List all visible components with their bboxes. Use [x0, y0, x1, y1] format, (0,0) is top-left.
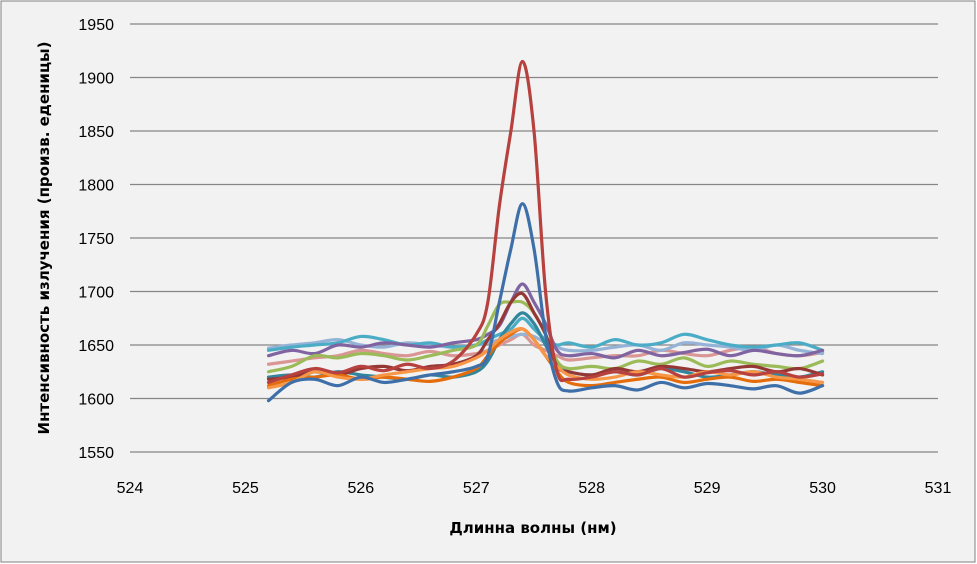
y-tick-label: 1650: [78, 338, 114, 355]
y-tick-label: 1600: [78, 392, 114, 409]
x-tick-label: 525: [232, 480, 259, 497]
y-tick-label: 1550: [78, 445, 114, 462]
series-line-1: [266, 332, 825, 366]
x-tick-label: 530: [809, 480, 836, 497]
series-line-2: [266, 332, 825, 356]
x-tick-label: 531: [925, 480, 952, 497]
y-axis-title: Интенсивность излучения (произв. еденицы…: [35, 42, 53, 435]
y-tick-label: 1850: [78, 124, 114, 141]
x-axis-title: Длинна волны (нм): [449, 519, 616, 537]
series-line-10: [266, 202, 825, 403]
x-tick-label: 524: [117, 480, 144, 497]
x-tick-label: 527: [463, 480, 490, 497]
x-tick-label: 526: [348, 480, 375, 497]
series-line-4: [266, 282, 825, 360]
y-tick-label: 1950: [78, 17, 114, 34]
y-tick-label: 1800: [78, 178, 114, 195]
x-tick-label: 529: [694, 480, 721, 497]
y-tick-label: 1700: [78, 285, 114, 302]
y-tick-label: 1900: [78, 71, 114, 88]
x-tick-label: 528: [578, 480, 605, 497]
series-line-11: [266, 59, 825, 385]
y-tick-label: 1750: [78, 231, 114, 248]
series-line-3: [266, 316, 825, 352]
